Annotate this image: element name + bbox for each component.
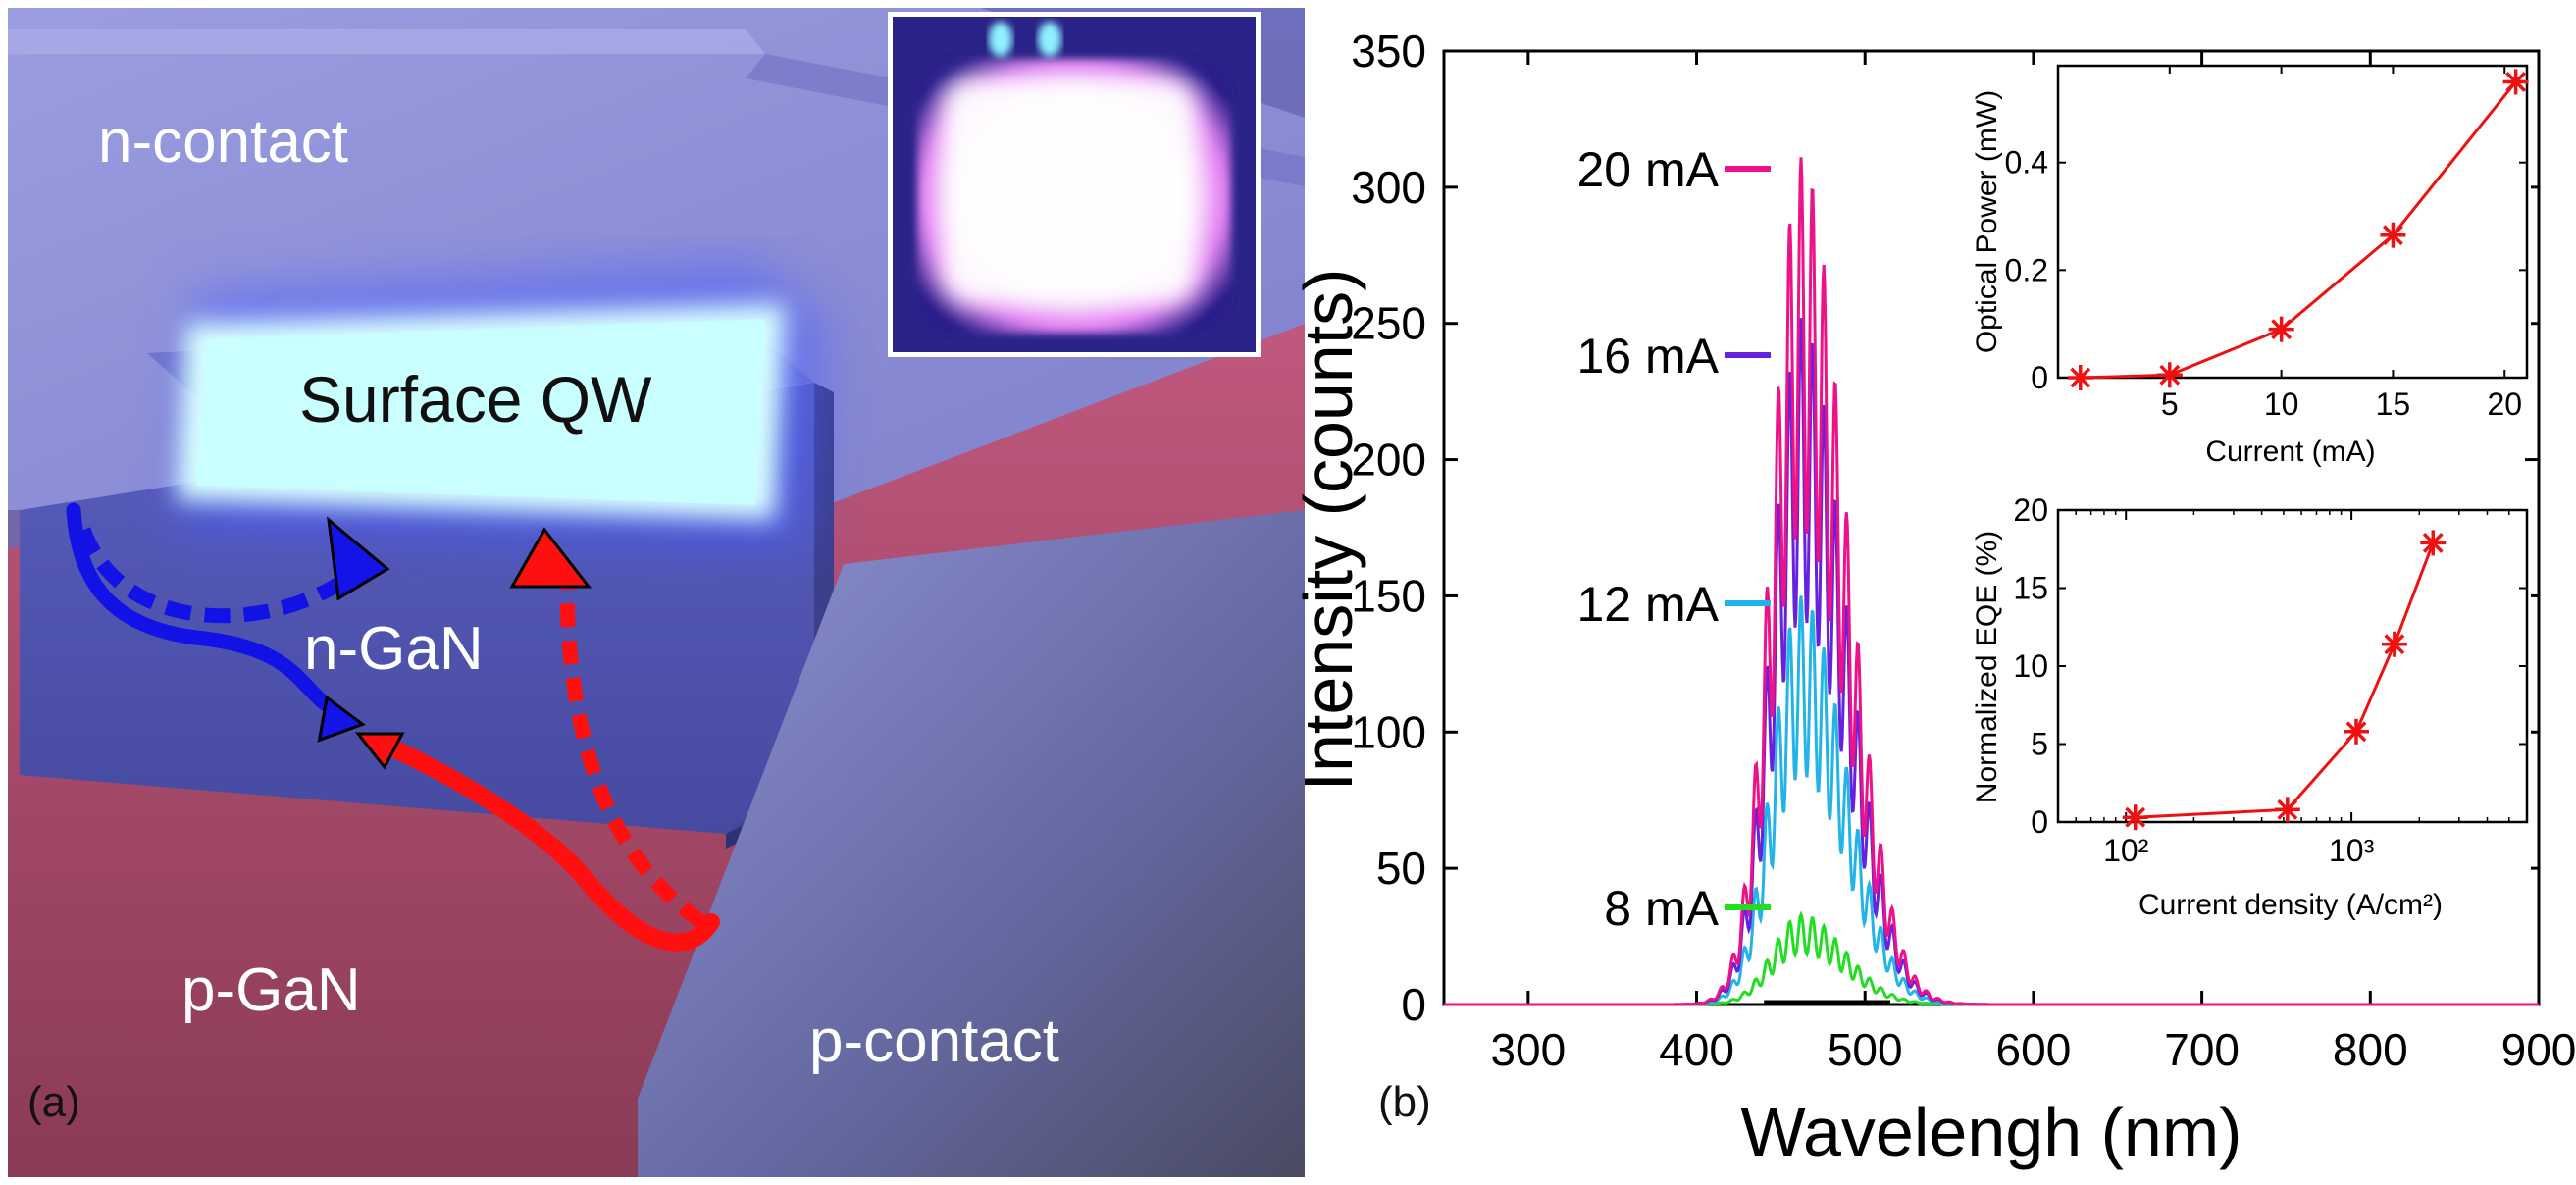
spectrum-series-20-ma <box>1444 157 2539 1006</box>
optical-power-frame <box>2056 64 2529 380</box>
eqe-ytick-label: 5 <box>2031 727 2048 762</box>
eqe-xtick-label: 10² <box>2103 833 2149 868</box>
spectrum-ytick-label: 200 <box>1351 435 1426 486</box>
p-contact-label: p-contact <box>809 1007 1059 1075</box>
electron-arrow-junction-icon <box>317 695 366 743</box>
eqe-ytick-label: 15 <box>2013 571 2048 606</box>
optical-power-ytick-label: 0.2 <box>2005 252 2048 287</box>
current-label: 20 mA <box>1576 142 1719 197</box>
optical-power-xtick-label: 20 <box>2487 386 2522 422</box>
hole-arrow-junction-icon <box>354 732 405 770</box>
electron-arrow-up-icon <box>327 516 390 601</box>
eqe-ytick-label: 0 <box>2031 804 2048 840</box>
device-photo-inset <box>888 12 1261 357</box>
eqe-point <box>2422 532 2444 553</box>
optical-power-point <box>2505 72 2527 92</box>
hole-arrow-up-icon <box>509 527 592 589</box>
eqe-inset: 10² 10³ 0 5 10 15 20 Current density (A/cm²) N… <box>1967 492 2531 927</box>
panel-b-spectra: (b) 300 400 500 600 700 800 900050100150200250… <box>1290 26 2576 1170</box>
panel-b-letter: (b) <box>1378 1078 1431 1126</box>
eqe-point <box>2125 806 2146 828</box>
optical-power-xtick-label: 10 <box>2264 386 2299 422</box>
current-label: 8 mA <box>1604 881 1719 936</box>
spectrum-ytick-label: 350 <box>1351 26 1426 77</box>
spectrum-ytick-label: 100 <box>1351 706 1426 757</box>
optical-power-ytick-label: 0.4 <box>2005 145 2048 180</box>
spectrum-xtick-label: 500 <box>1828 1024 1903 1075</box>
current-label: 12 mA <box>1576 577 1719 632</box>
spectrum-ytick-label: 300 <box>1351 162 1426 213</box>
eqe-ytick-label: 10 <box>2013 648 2048 684</box>
p-contact-pad <box>638 510 1305 1177</box>
current-label: 16 mA <box>1576 329 1719 384</box>
eqe-point <box>2384 634 2405 655</box>
optical-power-point <box>2159 364 2181 386</box>
spectrum-xtick-label: 300 <box>1490 1024 1566 1075</box>
spectrum-ytick-label: 0 <box>1401 979 1426 1030</box>
eqe-ytick-label: 20 <box>2013 492 2048 528</box>
surface-qw-label: Surface QW <box>299 363 652 436</box>
spectrum-xtick-label: 800 <box>2333 1024 2408 1075</box>
optical-power-point <box>2070 367 2091 388</box>
eqe-point <box>2345 721 2367 743</box>
optical-power-point <box>2271 319 2293 340</box>
spectrum-ylabel: Intensity (counts) <box>1290 269 1366 792</box>
optical-power-xtick-label: 15 <box>2376 386 2411 422</box>
optical-power-point <box>2382 225 2403 246</box>
spectrum-xtick-label: 400 <box>1659 1024 1734 1075</box>
surface-qw-glow <box>177 265 824 549</box>
spectrum-xlabel: Wavelengh (nm) <box>1741 1094 2242 1170</box>
eqe-xtick-label: 10³ <box>2329 833 2375 868</box>
optical-power-inset: 5 10 15 20 0 0.2 0.4 Current (mA) Optical Powe… <box>1967 64 2531 468</box>
spectrum-xtick-label: 600 <box>1996 1024 2072 1075</box>
spectrum-ytick-label: 250 <box>1351 298 1426 349</box>
optical-power-xtick-label: 5 <box>2161 386 2179 422</box>
spectrum-chart: 300 400 500 600 700 800 9000501001502002503003… <box>1290 26 2576 1170</box>
spectrum-ytick-label: 50 <box>1376 843 1426 894</box>
spectrum-ytick-label: 150 <box>1351 570 1426 621</box>
eqe-point <box>2277 799 2298 820</box>
eqe-ylabel: Normalized EQE (%) <box>1971 531 2003 803</box>
panel-a-letter: (a) <box>27 1078 80 1126</box>
optical-power-ylabel: Optical Power (mW) <box>1971 90 2003 353</box>
panel-a-device-schematic: Surface QW n-contact n-GaN p-GaN p-conta… <box>8 8 1305 1177</box>
optical-power-ytick-label: 0 <box>2031 360 2048 395</box>
eqe-xlabel: Current density (A/cm²) <box>2138 889 2443 921</box>
n-gan-label: n-GaN <box>304 615 484 683</box>
p-gan-label: p-GaN <box>181 956 361 1024</box>
optical-power-xlabel: Current (mA) <box>2205 436 2375 468</box>
spectrum-xtick-label: 900 <box>2501 1024 2576 1075</box>
hole-path <box>354 527 720 952</box>
n-gan-mesa-side <box>726 383 834 844</box>
n-contact-label: n-contact <box>98 108 348 176</box>
spectrum-xtick-label: 700 <box>2164 1024 2240 1075</box>
electron-path <box>66 502 390 743</box>
